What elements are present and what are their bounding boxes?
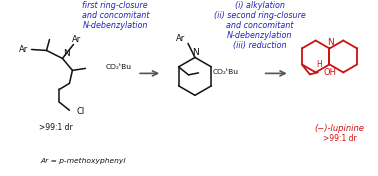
Text: >99:1 dr: >99:1 dr (39, 123, 72, 132)
Text: CO₂ᵗBu: CO₂ᵗBu (105, 64, 131, 70)
Text: (i) alkylation: (i) alkylation (235, 1, 285, 10)
Text: (iii) reduction: (iii) reduction (233, 41, 287, 50)
Text: Cl: Cl (76, 107, 85, 116)
Text: Ar = p-methoxyphenyl: Ar = p-methoxyphenyl (40, 158, 126, 164)
Text: and concomitant: and concomitant (82, 11, 149, 20)
Text: CO₂ᵗBu: CO₂ᵗBu (212, 69, 239, 75)
Text: N: N (327, 38, 334, 47)
Text: N: N (63, 49, 70, 58)
Text: N-debenzylation: N-debenzylation (227, 31, 293, 40)
Text: H: H (317, 60, 322, 69)
Text: (ii) second ring-closure: (ii) second ring-closure (214, 11, 305, 20)
Text: and concomitant: and concomitant (226, 21, 293, 30)
Text: N: N (193, 48, 199, 57)
Text: (−)-lupinine: (−)-lupinine (314, 124, 364, 133)
Text: Ar: Ar (19, 45, 29, 54)
Text: >99:1 dr: >99:1 dr (322, 134, 356, 143)
Text: first ring-closure: first ring-closure (82, 1, 148, 10)
Text: Ar: Ar (72, 35, 81, 44)
Text: N-debenzylation: N-debenzylation (82, 21, 148, 30)
Text: Ar: Ar (176, 34, 185, 43)
Text: OH: OH (324, 68, 337, 77)
